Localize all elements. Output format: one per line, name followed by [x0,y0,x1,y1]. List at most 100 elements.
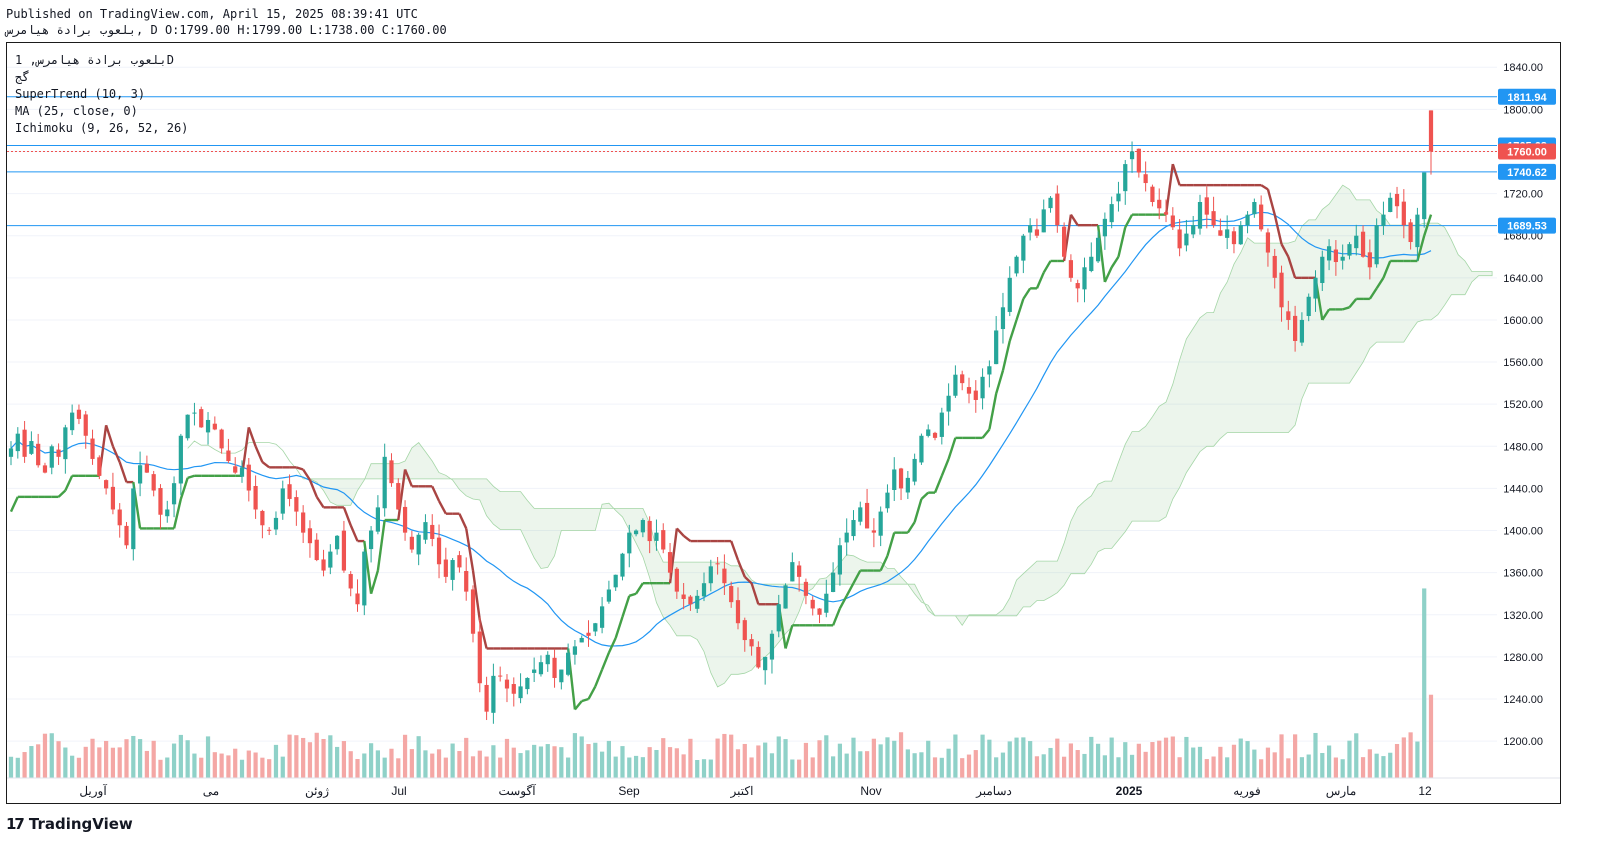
volume-bar [1150,742,1155,778]
volume-bar [1320,753,1325,778]
volume-bar [640,757,645,778]
candle-body [104,480,109,489]
y-tick-label: 1680.00 [1503,231,1543,243]
volume-bar [783,739,788,778]
chart-frame[interactable]: 1200.00 1240.00 1280.00 1320.00 1360.00 1400.… [6,42,1561,804]
candle-body [579,637,584,643]
volume-bar [837,743,843,778]
candle-body [715,563,720,565]
volume-bar [1157,740,1162,778]
y-tick-label: 1440.00 [1503,483,1543,495]
legend-ichimoku[interactable]: Ichimoku (9, 26, 52, 26) [15,121,188,135]
candle-body [722,568,727,584]
candle-body [525,677,530,690]
candle-body [137,465,143,484]
candle-body [735,600,741,624]
volume-bar [307,742,313,778]
volume-bar [898,732,904,778]
volume-bar [1299,757,1305,778]
candle-body [15,433,20,452]
y-tick-label: 1800.00 [1503,104,1543,116]
volume-bar [627,757,632,778]
volume-bar [1259,759,1264,778]
volume-bar [15,757,20,778]
supertrend-segment [730,540,740,561]
candle-body [436,537,442,565]
candle-body [477,631,482,684]
volume-bar [1082,753,1087,778]
volume-bar [790,759,795,778]
volume-bar [1354,733,1359,778]
volume-bar [763,742,768,778]
volume-bar [70,755,75,778]
volume-bar [511,747,516,778]
candle-body [1299,319,1305,343]
candle-body [790,562,795,582]
volume-bar [321,738,326,778]
volume-bar [1116,757,1121,778]
candle-body [688,596,693,605]
supertrend-segment [913,498,923,523]
candle-body [545,654,550,665]
candle-body [124,525,129,546]
supertrend-segment [1008,319,1018,342]
volume-bar [63,747,68,778]
volume-bar [457,751,462,778]
volume-bar [654,749,659,778]
legend-supertrend[interactable]: SuperTrend (10, 3) [15,87,145,101]
supertrend-segment [736,559,746,578]
candle-body [1055,193,1060,226]
volume-bar [1422,588,1427,778]
volume-bar [1089,736,1094,778]
legend-ma[interactable]: MA (25, close, 0) [15,104,138,118]
volume-bar [953,734,958,778]
volume-bar [436,749,442,778]
volume-bar [144,750,149,778]
supertrend-segment [118,461,128,483]
candle-body [144,463,149,473]
volume-bar [1000,752,1006,778]
supertrend-segment [594,669,604,687]
volume-bar [1408,732,1413,778]
tradingview-logo[interactable]: 17 TradingView [6,815,133,833]
volume-bar [1021,737,1026,778]
candle-body [1068,260,1074,278]
volume-bar [797,759,802,778]
supertrend-segment [1280,243,1290,258]
volume-bar [545,744,550,778]
candle-body [335,535,340,550]
supertrend-segment [607,637,617,654]
candle-body [1360,231,1366,257]
volume-bar [498,757,503,778]
volume-bar [464,737,469,778]
volume-bar [484,756,489,778]
candle-body [1381,214,1386,226]
candle-body [1157,199,1162,209]
candle-body [810,599,815,609]
supertrend-segment [1416,235,1426,262]
candle-body [301,512,306,533]
candle-body [49,446,54,468]
supertrend-segment [465,528,475,571]
volume-bar [355,759,360,778]
candle-body [627,532,632,554]
volume-bar [1388,752,1393,778]
volume-bar [382,757,387,778]
candle-body [273,517,279,530]
volume-bar [1225,757,1230,778]
volume-bar [273,744,279,778]
volume-bar [348,751,353,778]
candle-body [824,593,829,613]
supertrend-segment [471,570,481,621]
supertrend-segment [296,466,304,471]
candle-body [599,606,605,628]
candle-body [219,429,224,449]
volume-bar [1306,754,1311,778]
candle-body [939,412,944,437]
candle-body [661,530,666,550]
legend-symbol: بلعوب برادة هيامرس, 1D [15,53,174,68]
candle-body [1048,197,1053,209]
price-chart[interactable]: 1200.00 1240.00 1280.00 1320.00 1360.00 1400.… [7,43,1560,803]
candle-body [593,623,598,632]
volume-bar [416,736,421,778]
